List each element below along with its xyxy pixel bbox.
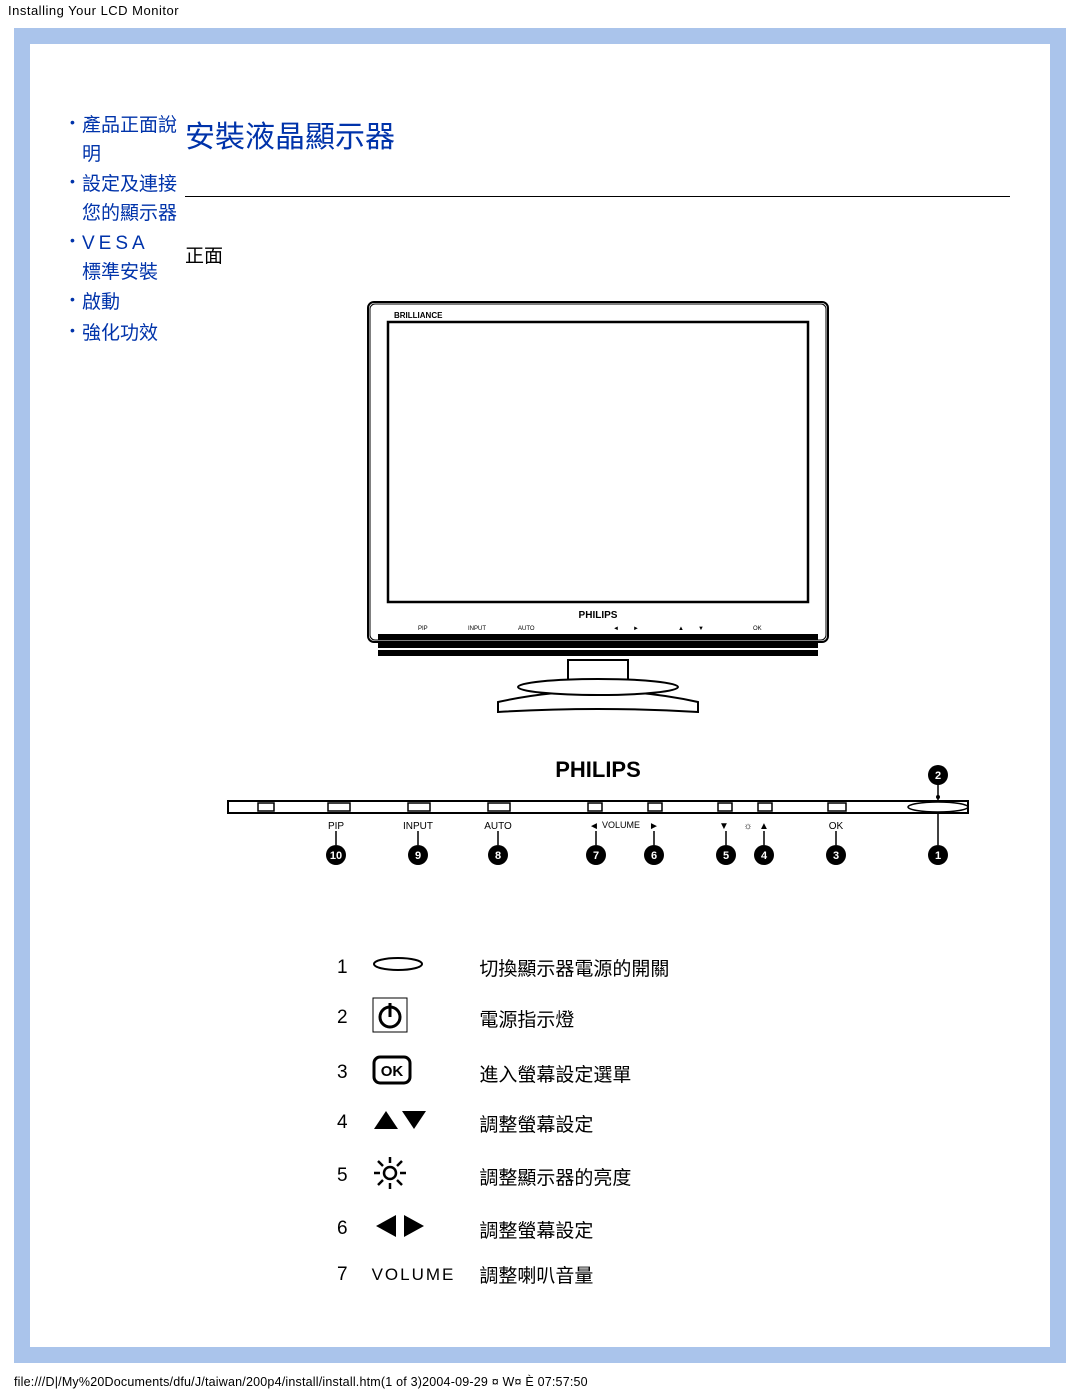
svg-text:▼: ▼ — [719, 821, 729, 832]
legend-num: 2 — [325, 993, 360, 1043]
svg-text:PIP: PIP — [327, 821, 343, 832]
legend-desc: 調整螢幕設定 — [467, 1103, 681, 1143]
svg-text:PIP: PIP — [418, 626, 428, 632]
legend-icon-cell — [360, 1151, 468, 1201]
sidebar-nav: 產品正面說明 設定及連接您的顯示器 VESA 標準安裝 啟動 強化功效 — [70, 112, 185, 350]
legend-num: 6 — [325, 1209, 360, 1249]
page-panel: 產品正面說明 設定及連接您的顯示器 VESA 標準安裝 啟動 強化功效 安裝液晶… — [30, 44, 1050, 1347]
legend-icon-cell — [360, 993, 468, 1043]
legend-icon-cell: OK — [360, 1051, 468, 1095]
svg-text:PHILIPS: PHILIPS — [555, 757, 641, 782]
svg-text:►: ► — [633, 626, 639, 632]
sidebar-item-connect[interactable]: 設定及連接您的顯示器 — [70, 171, 185, 228]
svg-text:▼: ▼ — [698, 626, 704, 632]
svg-text:PHILIPS: PHILIPS — [578, 610, 617, 621]
panel-figure: PHILIPS 2 — [185, 757, 1010, 902]
svg-text:1: 1 — [934, 850, 940, 862]
monitor-figure: BRILLIANCE PHILIPS PIP INPUT AUTO ◄ ► ▲ … — [185, 292, 1010, 727]
svg-text:7: 7 — [592, 850, 598, 862]
svg-text:9: 9 — [414, 850, 420, 862]
power-icon — [372, 997, 408, 1039]
legend-icon-cell: VOLUME — [360, 1257, 468, 1292]
svg-text:AUTO: AUTO — [518, 626, 535, 632]
svg-text:AUTO: AUTO — [484, 821, 512, 832]
legend-row: 7 VOLUME 調整喇叭音量 — [325, 1257, 681, 1292]
footer-path: file:///D|/My%20Documents/dfu/J/taiwan/2… — [14, 1375, 588, 1389]
sidebar-item-label: 啟動 — [82, 292, 120, 313]
legend-num: 4 — [325, 1103, 360, 1143]
svg-text:OK: OK — [828, 821, 843, 832]
legend-num: 7 — [325, 1257, 360, 1292]
title-divider — [185, 196, 1010, 197]
leftright-icon — [372, 1213, 428, 1245]
svg-text:◄: ◄ — [613, 626, 619, 632]
page-title: 安裝液晶顯示器 — [185, 112, 1010, 156]
svg-text:5: 5 — [722, 850, 728, 862]
svg-text:☼: ☼ — [743, 821, 752, 832]
window-title: Installing Your LCD Monitor — [0, 0, 1080, 21]
legend-row: 3 OK 進入螢幕設定選單 — [325, 1051, 681, 1095]
slot-icon — [372, 956, 424, 978]
legend-desc: 調整喇叭音量 — [467, 1257, 681, 1292]
sidebar-item-label: 強化功效 — [82, 323, 158, 344]
sidebar-item-label: 產品正面說明 — [82, 115, 177, 165]
sidebar-item-prefix: VESA — [82, 233, 149, 254]
sidebar-item-front-desc[interactable]: 產品正面說明 — [70, 112, 185, 169]
svg-text:4: 4 — [760, 850, 767, 862]
legend-num: 1 — [325, 950, 360, 985]
sidebar-item-label: 設定及連接您的顯示器 — [82, 174, 177, 224]
svg-text:10: 10 — [329, 850, 341, 862]
legend-desc: 電源指示燈 — [467, 993, 681, 1043]
legend-row: 2 電源指示燈 — [325, 993, 681, 1043]
ok-icon: OK — [372, 1055, 412, 1091]
sidebar-item-label: 標準安裝 — [82, 262, 158, 283]
brightness-icon — [372, 1155, 408, 1197]
legend-desc: 調整顯示器的亮度 — [467, 1151, 681, 1201]
panel-svg: PHILIPS 2 — [218, 757, 978, 897]
legend-row: 5 調整顯示器的亮度 — [325, 1151, 681, 1201]
legend-icon-cell — [360, 1103, 468, 1143]
legend-icon-cell — [360, 1209, 468, 1249]
sidebar-item-optimize[interactable]: 強化功效 — [70, 320, 185, 349]
legend-desc: 調整螢幕設定 — [467, 1209, 681, 1249]
legend-row: 1 切換顯示器電源的開關 — [325, 950, 681, 985]
svg-text:OK: OK — [753, 626, 762, 632]
legend-num: 5 — [325, 1151, 360, 1201]
svg-text:BRILLIANCE: BRILLIANCE — [394, 311, 443, 320]
legend-desc: 進入螢幕設定選單 — [467, 1051, 681, 1095]
main-content: 安裝液晶顯示器 正面 BRILLIANCE PHILIPS PI — [185, 112, 1010, 1347]
svg-text:2: 2 — [934, 770, 940, 782]
legend-row: 6 調整螢幕設定 — [325, 1209, 681, 1249]
legend-table: 1 切換顯示器電源的開關 2 電源指示燈 — [325, 942, 681, 1300]
section-label: 正面 — [185, 241, 1010, 268]
legend-icon-cell — [360, 950, 468, 985]
svg-text:3: 3 — [832, 850, 838, 862]
monitor-svg: BRILLIANCE PHILIPS PIP INPUT AUTO ◄ ► ▲ … — [358, 292, 838, 722]
legend-row: 4 調整螢幕設定 — [325, 1103, 681, 1143]
updown-icon — [372, 1107, 428, 1139]
volume-label: VOLUME — [372, 1265, 456, 1284]
svg-text:▲: ▲ — [759, 821, 769, 832]
sidebar-item-start[interactable]: 啟動 — [70, 289, 185, 318]
svg-text:VOLUME: VOLUME — [601, 820, 639, 830]
svg-text:►: ► — [649, 821, 659, 832]
svg-text:INPUT: INPUT — [403, 821, 433, 832]
svg-text:6: 6 — [650, 850, 656, 862]
svg-text:OK: OK — [380, 1063, 403, 1080]
svg-text:◄: ◄ — [589, 821, 599, 832]
sidebar-item-vesa[interactable]: VESA 標準安裝 — [70, 230, 185, 287]
page-border: 產品正面說明 設定及連接您的顯示器 VESA 標準安裝 啟動 強化功效 安裝液晶… — [14, 28, 1066, 1363]
legend-desc: 切換顯示器電源的開關 — [467, 950, 681, 985]
svg-text:8: 8 — [494, 850, 500, 862]
legend-num: 3 — [325, 1051, 360, 1095]
svg-text:▲: ▲ — [678, 626, 684, 632]
svg-text:INPUT: INPUT — [468, 626, 486, 632]
